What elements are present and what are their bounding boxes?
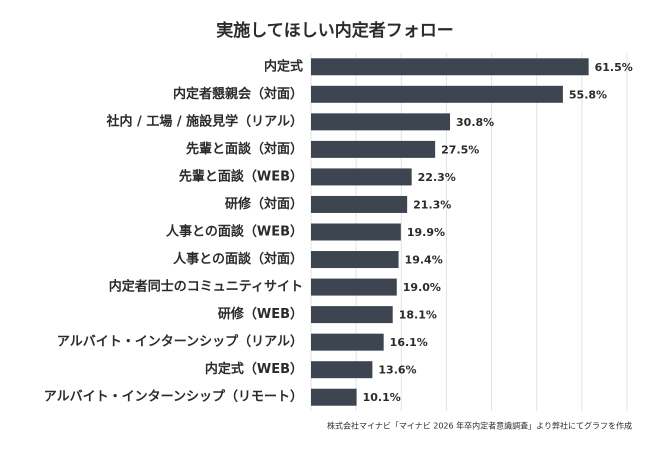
category-label: 内定式	[264, 58, 303, 74]
category-label: 研修（対面）	[225, 196, 303, 212]
value-label: 19.9%	[407, 226, 445, 239]
bar	[311, 58, 589, 76]
value-label: 18.1%	[399, 309, 437, 322]
bar	[311, 113, 451, 131]
category-label: 先輩と面談（対面）	[186, 141, 303, 157]
value-label: 30.8%	[456, 116, 494, 129]
bar	[311, 278, 397, 296]
category-label: 研修（WEB）	[218, 306, 303, 322]
category-label: アルバイト・インターンシップ（リアル）	[57, 334, 303, 350]
bar	[311, 85, 563, 103]
category-label: 内定者懇親会（対面）	[173, 86, 303, 102]
bar	[311, 388, 357, 406]
category-label: 内定者同士のコミュニティサイト	[109, 279, 303, 295]
category-label: 人事との面談（対面）	[173, 251, 303, 267]
source-note: 株式会社マイナビ「マイナビ 2026 年卒内定者意識調査」より弊社にてグラフを作…	[327, 421, 632, 431]
value-label: 19.4%	[405, 254, 443, 267]
category-label: 社内 / 工場 / 施設見学（リアル）	[106, 113, 303, 129]
bar	[311, 251, 399, 269]
bar	[311, 140, 436, 158]
category-label: アルバイト・インターンシップ（リモート）	[44, 389, 303, 405]
value-label: 19.0%	[403, 281, 441, 294]
bar	[311, 306, 393, 324]
chart-title: 実施してほしい内定者フォロー	[216, 20, 454, 41]
value-label: 10.1%	[363, 391, 401, 404]
category-label: 内定式（WEB）	[205, 361, 303, 377]
bar	[311, 195, 408, 213]
bar	[311, 361, 373, 379]
value-label: 22.3%	[418, 171, 456, 184]
category-label: 先輩と面談（WEB）	[179, 168, 303, 184]
category-label: 人事との面談（WEB）	[166, 224, 303, 240]
value-label: 55.8%	[569, 88, 607, 101]
value-label: 16.1%	[390, 336, 428, 349]
value-label: 27.5%	[441, 143, 479, 156]
value-label: 21.3%	[413, 198, 451, 211]
bar	[311, 168, 412, 186]
value-label: 61.5%	[595, 61, 633, 74]
value-label: 13.6%	[378, 364, 416, 377]
bar	[311, 223, 401, 241]
bar	[311, 333, 384, 351]
